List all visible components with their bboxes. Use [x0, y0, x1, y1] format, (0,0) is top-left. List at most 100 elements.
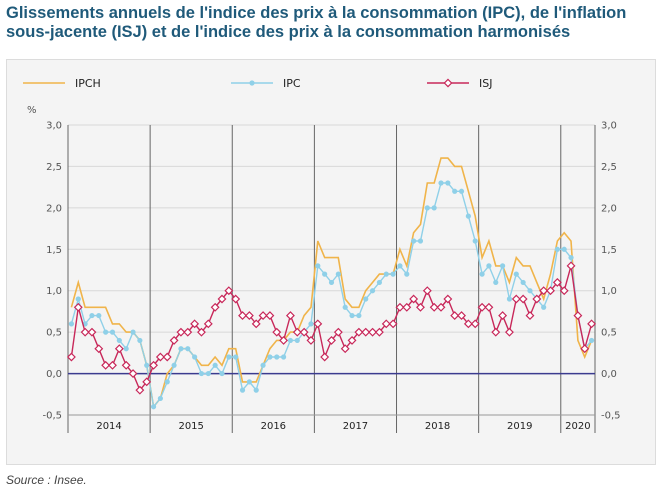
data-point-isj [327, 335, 336, 345]
data-point-ipc [328, 279, 335, 286]
data-point-isj [457, 311, 466, 321]
legend-marker-isj [443, 78, 453, 88]
y-tick-label-right: 1,5 [601, 245, 617, 256]
data-point-isj [101, 360, 111, 370]
data-point-isj [587, 319, 597, 329]
data-point-isj [87, 327, 97, 337]
data-point-isj [368, 327, 378, 337]
x-year-label: 2020 [565, 421, 590, 432]
data-point-isj [244, 311, 254, 321]
data-point-isj [511, 294, 521, 304]
data-point-ipc [75, 296, 81, 302]
data-point-ipc [171, 362, 177, 368]
legend-marker-ipc [249, 80, 255, 86]
data-point-isj [128, 369, 138, 379]
data-point-ipc [513, 271, 519, 277]
data-point-isj [114, 344, 124, 354]
data-point-ipc [109, 329, 116, 335]
data-point-ipc [226, 354, 232, 360]
data-point-ipc [233, 354, 239, 360]
data-point-ipc [561, 246, 567, 252]
data-point-ipc [308, 321, 314, 327]
data-point-ipc [150, 404, 157, 410]
data-point-isj [183, 327, 193, 337]
data-point-isj [525, 311, 535, 321]
data-point-isj [484, 302, 494, 312]
data-point-ipc [274, 354, 280, 360]
data-point-ipc [144, 362, 150, 368]
data-point-isj [374, 327, 384, 337]
data-point-isj [231, 294, 241, 304]
data-point-isj [354, 327, 364, 337]
data-point-isj [580, 344, 590, 354]
data-point-isj [422, 286, 432, 296]
data-point-isj [402, 302, 412, 312]
chart-panel: 3,0 3,0 2,5 2,5 2,0 2,0 1,5 1,5 1,0 1,0 0,5 0,5 0,0 0… [6, 59, 656, 465]
data-point-ipc [438, 180, 444, 186]
data-point-ipc [89, 312, 95, 319]
legend-label-isj: ISJ [479, 77, 492, 90]
data-point-ipc [185, 346, 191, 352]
y-tick-label-left: 3,0 [46, 121, 62, 132]
data-point-ipc [349, 312, 355, 319]
y-tick-label-right: 1,0 [601, 286, 617, 297]
data-point-isj [210, 302, 220, 312]
data-point-ipc [479, 271, 485, 277]
data-point-ipc [465, 213, 471, 219]
y-tick-label-right: 2,0 [601, 203, 617, 214]
data-point-ipc [253, 387, 259, 393]
data-point-isj [73, 302, 83, 312]
data-point-ipc [116, 337, 122, 344]
data-point-isj [258, 311, 268, 321]
data-point-isj [299, 327, 309, 337]
data-point-isj [518, 294, 528, 304]
data-point-isj [559, 286, 569, 296]
data-point-isj [203, 319, 213, 329]
x-year-label: 2018 [425, 421, 450, 432]
y-tick-label-right: 0,0 [601, 369, 617, 380]
data-point-isj [361, 327, 371, 337]
data-point-isj [108, 360, 117, 370]
x-year-label: 2019 [507, 421, 532, 432]
x-year-label: 2014 [96, 421, 121, 432]
data-point-ipc [342, 304, 348, 310]
data-point-ipc [588, 337, 595, 344]
x-year-label: 2017 [343, 421, 368, 432]
data-point-isj [265, 311, 275, 321]
data-point-isj [94, 344, 104, 354]
data-point-ipc [568, 254, 574, 261]
data-point-isj [169, 335, 179, 345]
data-point-ipc [363, 296, 369, 302]
data-point-ipc [458, 188, 465, 194]
data-point-ipc [267, 354, 273, 360]
data-point-ipc [527, 288, 533, 294]
data-point-isj [491, 327, 501, 337]
data-point-isj [566, 261, 576, 271]
data-point-isj [573, 311, 583, 321]
chart-title: Glissements annuels de l'indice des prix… [6, 4, 627, 41]
data-point-ipc [212, 362, 218, 368]
y-tick-label-right: 3,0 [601, 121, 617, 132]
data-point-isj [66, 352, 76, 362]
data-point-isj [292, 327, 302, 337]
data-point-ipc [500, 263, 506, 269]
data-point-isj [217, 294, 227, 304]
data-point-ipc [554, 246, 560, 252]
data-point-isj [340, 344, 350, 354]
data-point-ipc [205, 370, 211, 377]
data-point-isj [285, 311, 295, 321]
data-point-isj [176, 327, 186, 337]
data-point-isj [546, 286, 555, 296]
data-point-isj [320, 352, 330, 362]
data-point-ipc [260, 362, 266, 368]
data-point-ipc [390, 271, 396, 277]
data-point-isj [463, 319, 473, 329]
data-point-isj [450, 311, 460, 321]
data-point-ipc [103, 329, 109, 335]
data-point-ipc [404, 271, 410, 277]
data-point-ipc [424, 205, 430, 211]
data-point-ipc [322, 271, 328, 277]
data-point-ipc [369, 288, 376, 294]
y-tick-label-right: 0,5 [601, 328, 617, 339]
data-point-isj [416, 302, 425, 312]
